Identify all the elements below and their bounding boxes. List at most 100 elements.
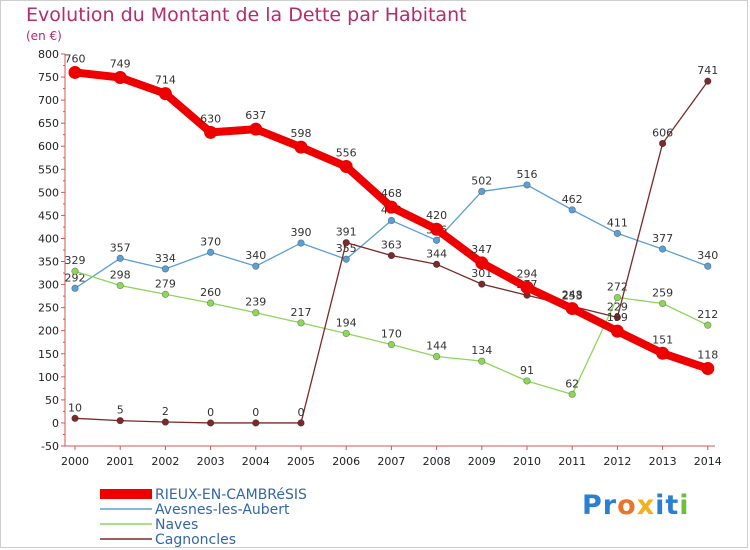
data-label: 347 [471,243,492,256]
data-point [704,77,712,85]
data-label: 468 [381,187,402,200]
data-point [71,267,79,275]
data-point [252,262,260,270]
data-point [658,245,667,253]
data-label: 0 [252,406,259,419]
data-point [658,139,667,148]
data-point [568,206,576,214]
x-tick-label: 2001 [106,455,134,468]
legend: RIEUX-EN-CAMBRéSISAvesnes-les-AubertNave… [100,487,307,548]
data-point [432,352,441,361]
legend-label: Naves [155,517,198,533]
data-point [704,262,712,270]
data-label: 294 [517,267,538,280]
data-point [342,329,350,338]
data-label: 370 [200,235,221,248]
axes: -500501001502002503003504004505005506006… [38,48,722,468]
data-point [252,309,260,317]
data-point [568,390,576,398]
x-tick-label: 2000 [61,455,89,468]
data-label: 714 [155,74,176,87]
data-label: 298 [110,269,131,282]
data-point [113,71,127,85]
data-point [478,280,486,288]
series-naves: 329 298 279 260 239 217 194 170 144 134 91 62 272 259… [65,254,718,398]
y-tick-label: 400 [38,232,59,245]
data-label: 502 [471,174,492,187]
data-label: 62 [565,377,579,390]
data-label: 630 [200,112,221,125]
data-label: 229 [607,300,628,313]
data-label: 292 [65,271,86,284]
x-tick-label: 2013 [649,455,677,468]
x-tick-label: 2007 [377,455,405,468]
x-tick-label: 2003 [197,455,225,468]
x-tick-label: 2010 [513,455,541,468]
data-point [252,419,260,427]
y-tick-label: 750 [38,71,59,84]
y-tick-label: 300 [38,279,59,292]
data-point [297,319,305,327]
data-label: 5 [117,404,124,417]
data-point [656,346,670,360]
data-point [161,290,170,298]
data-label: 279 [155,277,176,290]
data-label: 199 [607,311,628,324]
data-point [116,416,124,425]
data-point [116,254,124,262]
data-label: 741 [697,64,718,77]
data-label: 344 [426,247,447,260]
data-label: 357 [110,241,131,254]
proxiti-logo: Proxiti [582,490,690,521]
series-cagnoncles: 1052000391363344301277253229606741 [68,64,718,427]
data-label: 194 [336,316,357,329]
data-point [387,340,396,349]
data-label: 253 [562,289,583,302]
data-label: 329 [65,254,86,267]
data-point [432,260,441,268]
x-tick-label: 2006 [332,455,360,468]
data-point [610,324,624,338]
legend-label: Avesnes-les-Aubert [155,502,290,518]
y-tick-label: 800 [38,48,59,61]
data-point [523,181,531,189]
data-label: 151 [652,333,673,346]
data-label: 217 [291,306,312,319]
data-point [161,265,170,273]
data-label: 134 [471,344,492,357]
data-point [71,284,79,292]
unit-label: (en €) [26,29,62,43]
data-label: 598 [291,127,312,140]
y-tick-label: 200 [38,325,59,338]
y-tick-label: 450 [38,209,59,222]
x-tick-label: 2008 [423,455,451,468]
data-label: 259 [652,286,673,299]
data-point [478,357,486,365]
data-point [704,321,712,329]
x-tick-label: 2004 [242,455,270,468]
data-label: 248 [562,289,583,302]
data-point [342,255,350,263]
data-point [68,65,82,79]
data-label: 391 [336,226,357,239]
data-point [523,377,531,385]
data-label: 144 [426,340,447,353]
x-tick-label: 2014 [694,455,722,468]
y-tick-label: -50 [41,440,59,453]
y-tick-label: 150 [38,348,59,361]
data-point [658,299,667,308]
y-tick-label: 650 [38,117,59,130]
data-label: 363 [381,239,402,252]
data-label: 606 [652,126,673,139]
data-label: 377 [652,232,673,245]
y-tick-label: 100 [38,371,59,384]
data-point [565,302,579,316]
data-label: 301 [471,267,492,280]
data-label: 0 [298,406,305,419]
data-label: 411 [607,216,628,229]
data-point [387,216,396,225]
data-point [387,251,396,260]
data-label: 340 [245,249,266,262]
